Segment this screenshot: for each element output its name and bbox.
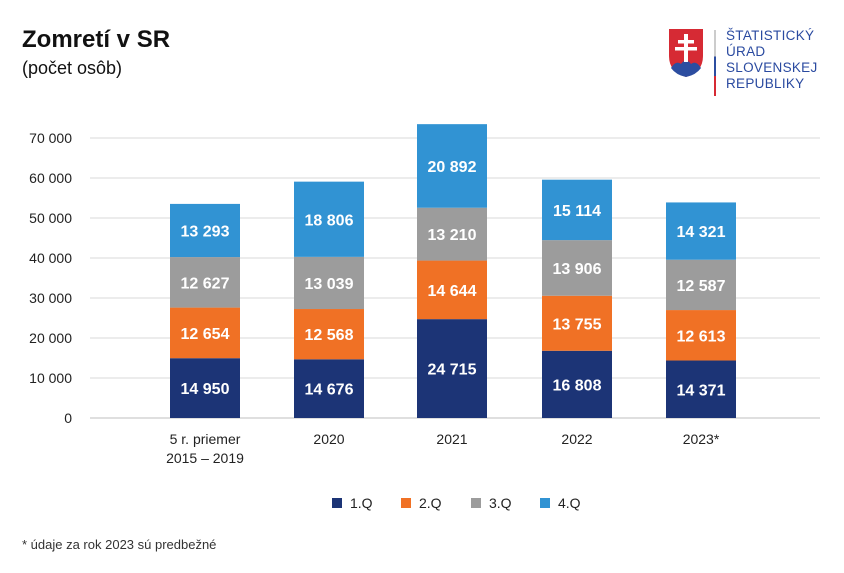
data-label: 12 568 xyxy=(305,327,354,344)
data-label: 18 806 xyxy=(305,212,354,229)
data-label: 14 950 xyxy=(181,381,230,398)
bar-segment xyxy=(170,307,240,359)
legend-swatch xyxy=(540,498,550,508)
legend-label: 3.Q xyxy=(489,495,512,511)
bar-segment xyxy=(417,124,487,208)
footnote: * údaje za rok 2023 sú predbežné xyxy=(22,537,217,552)
bar-segment xyxy=(542,295,612,351)
data-label: 12 627 xyxy=(181,275,230,292)
bar-segment xyxy=(542,350,612,418)
slovak-coat-of-arms-logo xyxy=(669,29,703,77)
bar-segment xyxy=(542,179,612,241)
chart-title: Zomretí v SR xyxy=(22,26,171,53)
bar-segment xyxy=(294,256,364,310)
data-label: 13 755 xyxy=(553,316,602,333)
bar-segment xyxy=(666,360,736,418)
bar-segment xyxy=(666,202,736,260)
data-label: 13 039 xyxy=(305,276,354,293)
y-tick-label: 60 000 xyxy=(29,170,72,186)
bar-segment xyxy=(542,240,612,296)
data-label: 20 892 xyxy=(428,159,477,176)
y-tick-label: 40 000 xyxy=(29,250,72,266)
legend-swatch xyxy=(471,498,481,508)
data-label: 14 321 xyxy=(677,224,726,241)
bar-segment xyxy=(170,257,240,308)
data-label: 24 715 xyxy=(428,362,477,379)
bar-segment xyxy=(417,319,487,418)
data-label: 13 210 xyxy=(428,227,477,244)
data-label: 13 906 xyxy=(553,261,602,278)
logo-line: ÚRAD xyxy=(726,44,766,59)
y-tick-label: 10 000 xyxy=(29,370,72,386)
bar-segment xyxy=(417,207,487,261)
data-label: 16 808 xyxy=(553,377,602,394)
bar-segment xyxy=(294,309,364,360)
bar-segment xyxy=(666,259,736,311)
logo-line: ŠTATISTICKÝ xyxy=(726,28,815,43)
bar-segment xyxy=(294,181,364,257)
logo-text: ŠTATISTICKÝ ÚRAD SLOVENSKEJ REPUBLIKY xyxy=(726,28,818,92)
y-tick-label: 20 000 xyxy=(29,330,72,346)
bar-segment xyxy=(417,260,487,320)
y-tick-label: 30 000 xyxy=(29,290,72,306)
y-tick-label: 0 xyxy=(64,410,72,426)
data-label: 14 371 xyxy=(677,382,726,399)
x-tick-label: 2023* xyxy=(683,431,720,447)
data-label: 14 644 xyxy=(428,283,477,300)
legend-swatch xyxy=(332,498,342,508)
x-tick-label: 2021 xyxy=(436,431,467,447)
legend-label: 1.Q xyxy=(350,495,373,511)
x-tick-label: 2022 xyxy=(561,431,592,447)
data-label: 14 676 xyxy=(305,382,354,399)
bar-segment xyxy=(666,310,736,361)
x-tick-label: 2020 xyxy=(313,431,344,447)
y-tick-label: 70 000 xyxy=(29,130,72,146)
legend-label: 2.Q xyxy=(419,495,442,511)
x-tick-label: 5 r. priemer xyxy=(170,431,241,447)
logo-line: REPUBLIKY xyxy=(726,76,805,91)
data-label: 12 587 xyxy=(677,278,726,295)
legend-swatch xyxy=(401,498,411,508)
bar-segment xyxy=(170,358,240,418)
data-label: 15 114 xyxy=(553,203,601,220)
bar-segment xyxy=(294,359,364,418)
x-tick-label: 2015 – 2019 xyxy=(166,450,244,466)
bar-segment xyxy=(170,203,240,258)
logo-line: SLOVENSKEJ xyxy=(726,60,818,75)
data-label: 12 654 xyxy=(181,326,230,343)
y-tick-label: 50 000 xyxy=(29,210,72,226)
logo-divider xyxy=(714,30,716,96)
data-label: 12 613 xyxy=(677,328,726,345)
legend-label: 4.Q xyxy=(558,495,581,511)
chart-subtitle: (počet osôb) xyxy=(22,58,123,78)
data-label: 13 293 xyxy=(181,223,230,240)
